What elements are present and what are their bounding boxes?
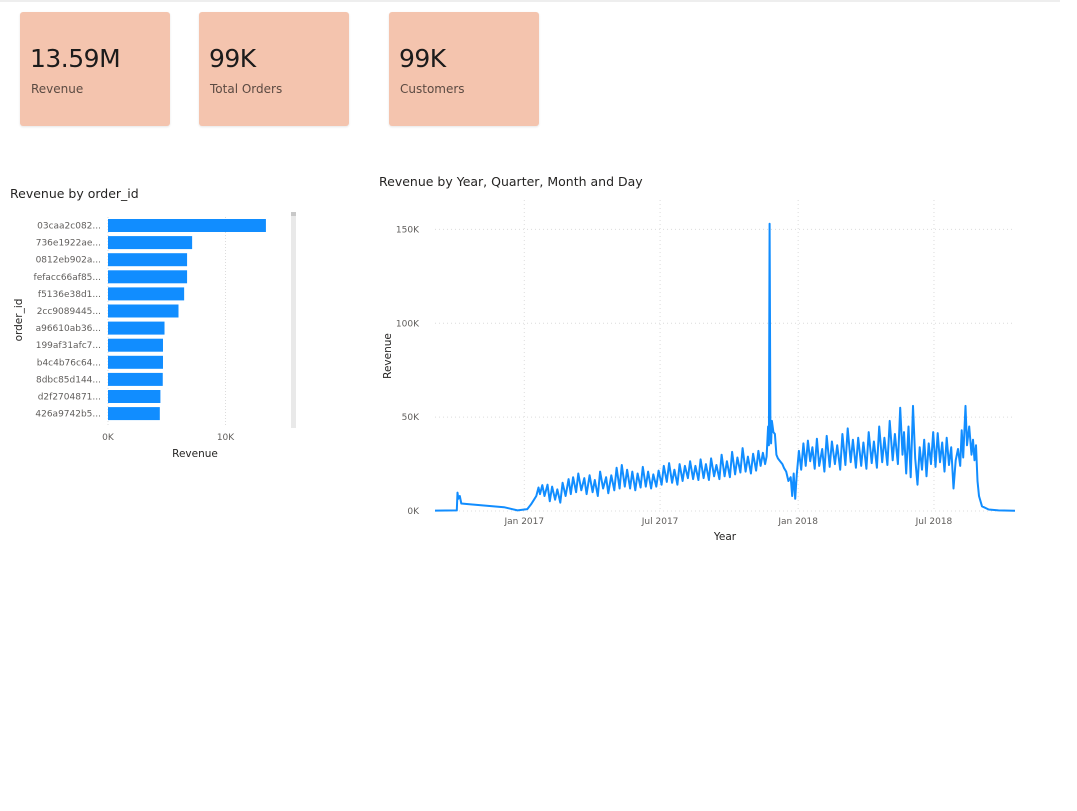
kpi-card-customers[interactable]: 99K Customers [389, 12, 539, 126]
x-tick-label: Jan 2017 [503, 517, 544, 527]
bar [108, 270, 188, 284]
kpi-label: Customers [400, 82, 465, 96]
x-axis-title: Year [713, 531, 737, 543]
kpi-card-total-orders[interactable]: 99K Total Orders [199, 12, 349, 126]
x-tick-label: Jul 2018 [915, 517, 953, 527]
bar [108, 287, 185, 301]
line-chart[interactable]: 0K 50K 100K 150K Jan 2017 Jul 2017 Jan 2018 Jul… [370, 190, 1030, 550]
y-tick-label: 8dbc85d144... [36, 375, 101, 385]
bar-chart[interactable]: 0K 10K 03caa2c082... 736e1922ae... 0812eb902… [0, 200, 310, 490]
bar [108, 390, 161, 403]
series-line [434, 222, 1016, 512]
x-axis-title: Revenue [172, 448, 218, 460]
y-tick-label: fefacc66af85... [34, 273, 101, 283]
kpi-label: Total Orders [210, 82, 283, 96]
kpi-value: 13.59M [30, 44, 121, 73]
bar [108, 355, 163, 369]
x-tick-label: 10K [217, 433, 235, 443]
kpi-value: 99K [399, 44, 446, 73]
x-tick-label: Jan 2018 [777, 517, 818, 527]
y-axis-title: order_id [13, 299, 25, 342]
bar [108, 372, 163, 386]
bar [108, 321, 165, 335]
scrollbar-track [291, 212, 296, 428]
kpi-card-revenue[interactable]: 13.59M Revenue [20, 12, 170, 126]
bar [108, 338, 163, 352]
y-axis-title: Revenue [382, 333, 394, 379]
scrollbar-thumb [291, 212, 296, 216]
bar [108, 253, 188, 267]
bar-chart-title: Revenue by order_id [10, 186, 139, 201]
y-tick-label: 03caa2c082... [37, 222, 101, 232]
y-tick-label: f5136e38d1... [38, 290, 101, 300]
y-tick-label: 50K [402, 413, 420, 423]
y-tick-label: 150K [396, 225, 420, 235]
kpi-value: 99K [209, 44, 256, 73]
y-tick-label: a96610ab36... [36, 324, 101, 334]
y-tick-label: 2cc9089445... [37, 307, 101, 317]
y-tick-label: 736e1922ae... [36, 239, 101, 249]
bar [108, 236, 193, 250]
bar [108, 304, 179, 318]
y-tick-label: b4c4b76c64... [37, 358, 101, 368]
y-tick-label: 199af31afc7... [36, 341, 101, 351]
y-tick-label: 0812eb902a... [36, 256, 101, 266]
y-tick-label: 0K [407, 507, 420, 517]
y-tick-label: 426a9742b5... [35, 410, 101, 420]
x-tick-label: 0K [102, 433, 115, 443]
y-tick-label: d2f2704871... [38, 393, 101, 403]
kpi-label: Revenue [31, 82, 84, 96]
x-tick-label: Jul 2017 [641, 517, 679, 527]
top-divider [0, 0, 1060, 2]
line-chart-title: Revenue by Year, Quarter, Month and Day [379, 174, 643, 189]
y-tick-label: 100K [396, 319, 420, 329]
bar [108, 219, 266, 232]
bar [108, 407, 160, 421]
